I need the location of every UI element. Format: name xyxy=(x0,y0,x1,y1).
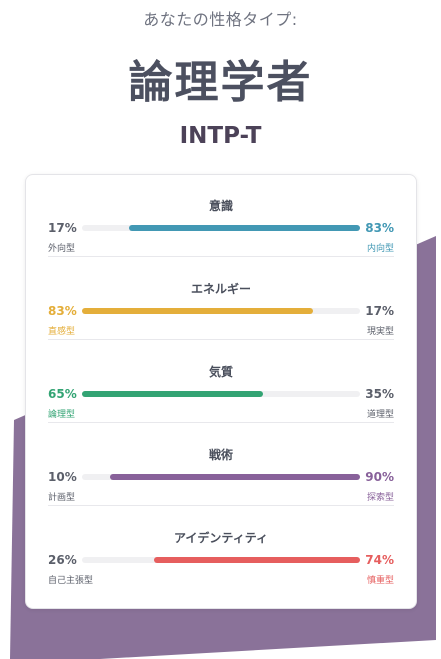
trait-right-percent: 83% xyxy=(365,221,394,235)
trait-left-percent: 83% xyxy=(48,304,77,318)
trait-bar-fill xyxy=(82,391,263,397)
trait-right-label: 慎重型 xyxy=(366,576,394,586)
trait-title: 気質 xyxy=(208,365,233,379)
personality-type-code: INTP-T xyxy=(179,123,262,149)
trait-left-percent: 17% xyxy=(48,221,77,235)
trait-nature: 気質 65% 35% 論理型 道理型 xyxy=(26,341,416,423)
trait-left-label: 外向型 xyxy=(48,244,76,254)
trait-bar-fill xyxy=(110,474,360,480)
trait-identity: アイデンティティ 26% 74% 自己主張型 慎重型 xyxy=(26,507,416,589)
trait-left-percent: 10% xyxy=(48,470,77,484)
trait-bar-fill xyxy=(129,225,360,231)
trait-bar-fill xyxy=(154,557,360,563)
trait-right-label: 現実型 xyxy=(366,327,394,337)
trait-title: 戦術 xyxy=(208,448,233,462)
trait-tactics: 戦術 10% 90% 計画型 探索型 xyxy=(26,424,416,506)
trait-left-label: 直感型 xyxy=(48,327,76,337)
personality-type-name: 論理学者 xyxy=(128,57,313,108)
trait-right-percent: 74% xyxy=(365,553,394,567)
trait-title: 意識 xyxy=(208,199,233,213)
trait-left-label: 自己主張型 xyxy=(48,576,94,586)
trait-right-label: 道理型 xyxy=(366,410,394,420)
trait-bar-track xyxy=(82,474,360,480)
divider xyxy=(48,256,394,257)
trait-title: エネルギー xyxy=(190,282,251,296)
personality-type-subtitle: あなたの性格タイプ: xyxy=(143,10,298,29)
trait-mind: 意識 17% 83% 外向型 内向型 xyxy=(26,175,416,257)
trait-right-label: 内向型 xyxy=(366,244,394,254)
trait-left-percent: 65% xyxy=(48,387,77,401)
trait-left-label: 論理型 xyxy=(48,410,76,420)
divider xyxy=(48,422,394,423)
trait-bar-track xyxy=(82,391,360,397)
divider xyxy=(48,505,394,506)
trait-bar-track xyxy=(82,225,360,231)
trait-title: アイデンティティ xyxy=(174,531,268,545)
trait-energy: エネルギー 83% 17% 直感型 現実型 xyxy=(26,258,416,340)
trait-right-label: 探索型 xyxy=(366,493,394,503)
trait-bar-track xyxy=(82,308,360,314)
trait-left-label: 計画型 xyxy=(48,493,76,503)
trait-right-percent: 35% xyxy=(365,387,394,401)
divider xyxy=(48,339,394,340)
traits-card: 意識 17% 83% 外向型 内向型 エネルギー 83% 17% 直感型 現実型… xyxy=(25,174,417,609)
trait-bar-fill xyxy=(82,308,313,314)
trait-left-percent: 26% xyxy=(48,553,77,567)
trait-right-percent: 17% xyxy=(365,304,394,318)
trait-bar-track xyxy=(82,557,360,563)
trait-right-percent: 90% xyxy=(365,470,394,484)
